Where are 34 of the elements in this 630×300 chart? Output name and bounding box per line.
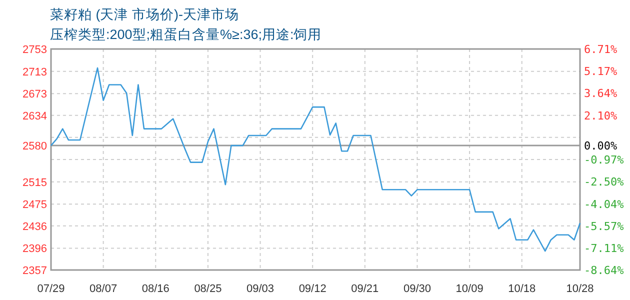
y-tick-label: 2475 [22,199,47,212]
y2-tick-label: 6.71% [584,43,618,56]
x-tick-label: 08/16 [142,283,170,295]
y-tick-label: 2436 [22,220,47,233]
y-tick-label: 2515 [22,176,47,189]
y2-tick-label: -2.50% [584,176,624,189]
y2-tick-label: 0.00% [584,140,618,153]
x-tick-label: 09/30 [403,283,431,295]
y2-tick-label: -8.64% [584,264,624,277]
x-tick-label: 09/03 [246,283,274,295]
x-tick-label: 10/09 [456,283,484,295]
x-tick-label: 07/29 [37,283,65,295]
y2-tick-label: -0.97% [584,154,624,167]
chart-subtitle: 压榨类型:200型;粗蛋白含量%≥:36;用途:饲用 [50,27,322,42]
x-tick-label: 09/21 [351,283,379,295]
x-tick-label: 10/28 [566,283,594,295]
y2-tick-label: 3.64% [584,87,618,100]
y2-tick-label: -5.57% [584,220,624,233]
chart-title: 菜籽粕 (天津 市场价)-天津市场 [50,7,239,22]
y-tick-label: 2396 [22,243,47,256]
y2-tick-label: -7.11% [584,242,624,255]
y2-tick-label: -4.04% [584,198,624,211]
y2-tick-label: 2.10% [584,109,618,122]
y-tick-label: 2357 [22,265,47,277]
x-tick-label: 09/12 [298,283,326,295]
y-tick-label: 2634 [22,110,47,122]
y-tick-label: 2580 [22,140,47,153]
x-tick-label: 08/25 [194,283,222,295]
y-tick-label: 2713 [22,66,47,78]
x-tick-label: 10/18 [508,283,536,295]
x-tick-label: 08/07 [90,283,118,295]
y-tick-label: 2673 [22,88,47,101]
y-tick-label: 2753 [22,44,47,56]
y2-tick-label: 5.17% [584,65,618,78]
